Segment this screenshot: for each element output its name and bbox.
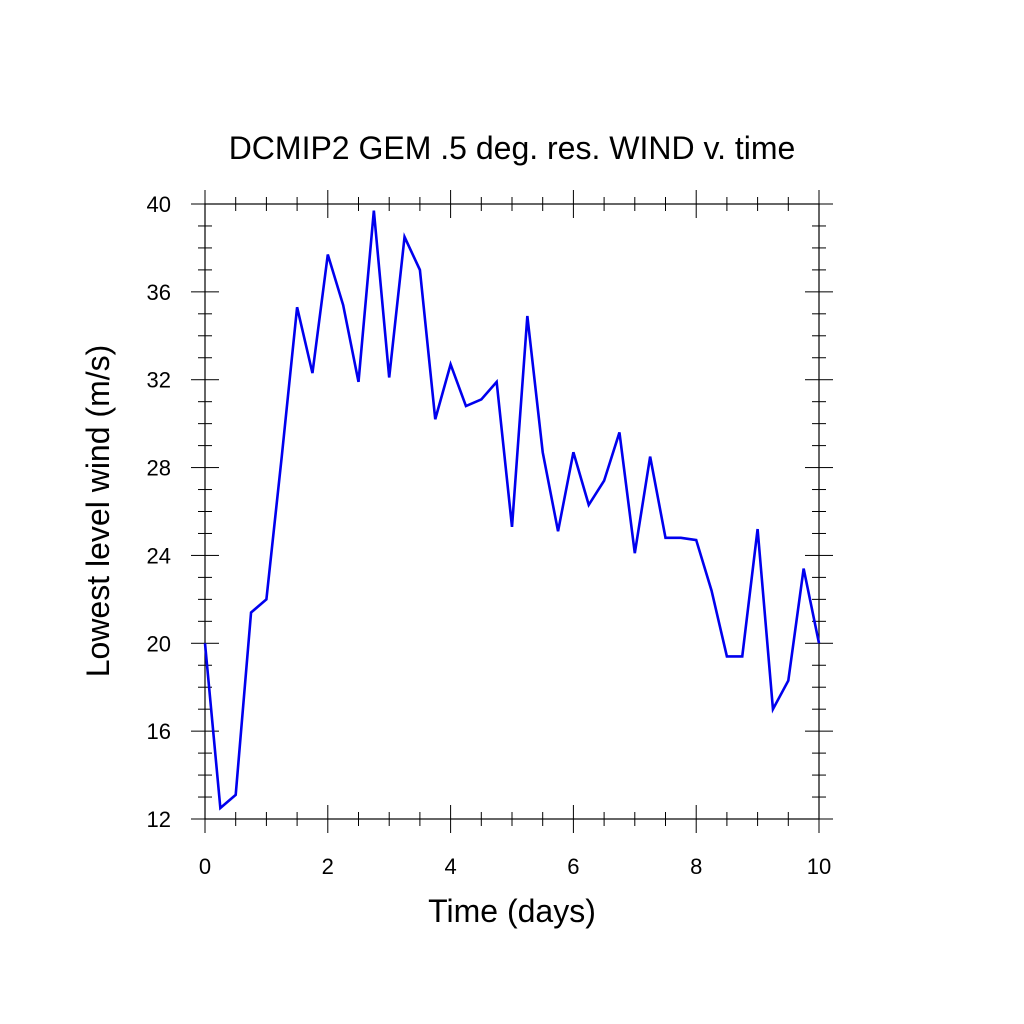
data-point — [281, 456, 283, 458]
data-point — [480, 398, 482, 400]
data-point — [342, 304, 344, 306]
x-axis-label: Time (days) — [428, 893, 596, 929]
data-point — [542, 451, 544, 453]
x-tick-label: 0 — [199, 854, 211, 879]
y-tick-label: 36 — [147, 280, 171, 305]
data-point — [803, 568, 805, 570]
y-tick-label: 40 — [147, 192, 171, 217]
data-point — [204, 642, 206, 644]
x-tick-label: 10 — [807, 854, 831, 879]
data-point — [219, 807, 221, 809]
chart-title: DCMIP2 GEM .5 deg. res. WIND v. time — [229, 130, 796, 166]
x-tick-label: 2 — [322, 854, 334, 879]
x-tick-label: 6 — [567, 854, 579, 879]
x-tick-label: 4 — [444, 854, 456, 879]
series-layer — [203, 210, 821, 811]
data-point — [618, 431, 620, 433]
data-point — [572, 451, 574, 453]
data-point — [772, 708, 774, 710]
data-point — [818, 642, 820, 644]
data-point — [634, 552, 636, 554]
y-tick-label: 28 — [147, 456, 171, 481]
data-point — [695, 539, 697, 541]
data-point — [296, 306, 298, 308]
data-point — [265, 598, 267, 600]
x-tick-label: 8 — [690, 854, 702, 879]
data-point — [465, 405, 467, 407]
data-point — [726, 655, 728, 657]
data-point — [680, 537, 682, 539]
data-point — [373, 210, 375, 212]
data-point — [511, 526, 513, 528]
data-point — [526, 315, 528, 317]
data-point — [557, 530, 559, 532]
y-tick-label: 32 — [147, 368, 171, 393]
data-point — [327, 254, 329, 256]
data-point — [665, 537, 667, 539]
data-point — [250, 612, 252, 614]
y-tick-label: 24 — [147, 543, 171, 568]
data-point — [450, 363, 452, 365]
data-point — [757, 528, 759, 530]
data-point — [404, 236, 406, 238]
data-point — [603, 480, 605, 482]
data-point — [711, 590, 713, 592]
data-point — [649, 456, 651, 458]
data-point — [741, 655, 743, 657]
y-tick-label: 12 — [147, 807, 171, 832]
y-tick-label: 16 — [147, 719, 171, 744]
data-point — [434, 418, 436, 420]
data-point — [419, 269, 421, 271]
data-point — [235, 794, 237, 796]
y-axis-label: Lowest level wind (m/s) — [80, 345, 116, 678]
data-point — [787, 680, 789, 682]
data-point — [358, 381, 360, 383]
data-point — [496, 381, 498, 383]
series-line-0 — [203, 210, 821, 811]
plot-frame — [204, 203, 820, 820]
data-point — [311, 372, 313, 374]
y-tick-label: 20 — [147, 631, 171, 656]
data-point — [388, 377, 390, 379]
data-point — [588, 504, 590, 506]
